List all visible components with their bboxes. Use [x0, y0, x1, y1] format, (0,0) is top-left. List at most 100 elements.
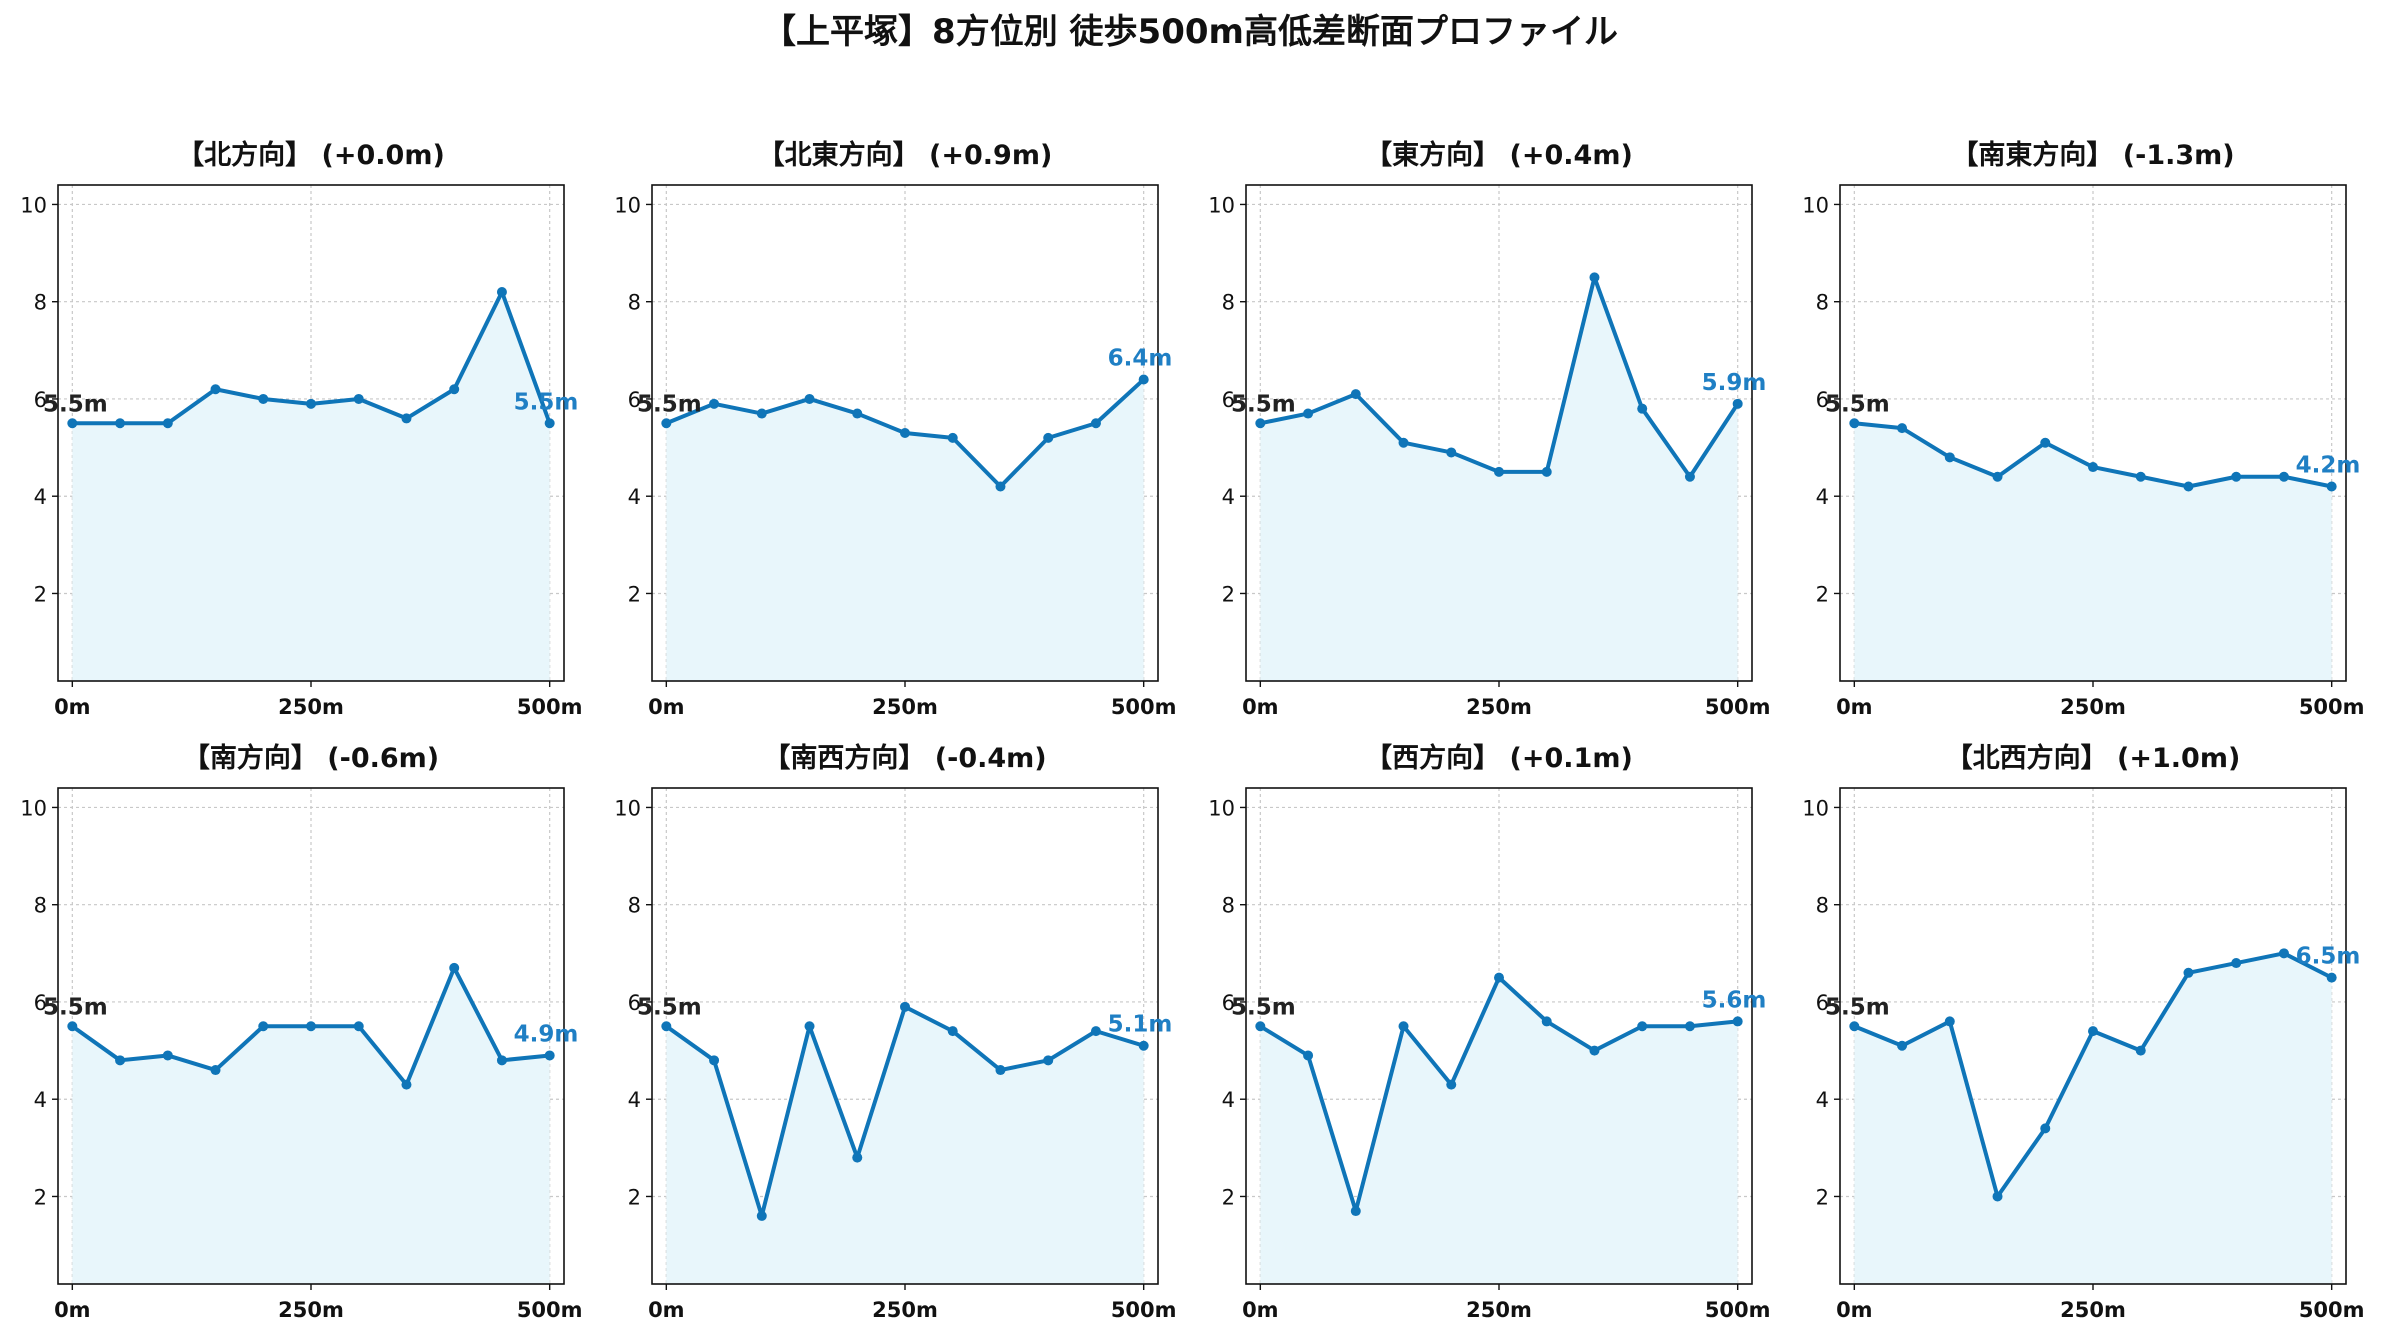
y-tick-label: 10 [614, 193, 641, 217]
data-point [995, 1065, 1006, 1076]
start-elevation-label: 5.5m [1825, 994, 1890, 1020]
y-tick-label: 2 [34, 582, 47, 606]
x-tick-label: 250m [1466, 695, 1532, 719]
y-tick-label: 8 [1816, 291, 1829, 315]
x-tick-label: 0m [1242, 695, 1279, 719]
x-tick-label: 500m [1705, 1298, 1771, 1322]
end-elevation-label: 4.2m [2296, 452, 2361, 478]
data-point [1494, 972, 1504, 983]
y-tick-label: 6 [1222, 388, 1235, 412]
x-tick-label: 0m [648, 1298, 685, 1322]
data-point [2183, 967, 2194, 978]
y-tick-label: 8 [628, 894, 641, 918]
data-point [900, 1001, 910, 1012]
data-point [496, 286, 507, 297]
data-point [1398, 1021, 1409, 1032]
data-point [544, 1050, 555, 1061]
data-point [1732, 1016, 1743, 1027]
end-elevation-label: 5.5m [514, 389, 579, 415]
y-tick-label: 4 [34, 1088, 47, 1112]
data-point [661, 1021, 672, 1032]
start-elevation-label: 5.5m [637, 994, 702, 1020]
y-tick-label: 2 [1816, 582, 1829, 606]
data-point [2135, 471, 2146, 482]
y-tick-label: 10 [614, 796, 641, 820]
x-tick-label: 0m [648, 695, 685, 719]
y-tick-label: 8 [1816, 894, 1829, 918]
data-point [1350, 1206, 1361, 1217]
data-point [401, 1079, 412, 1090]
data-point [258, 393, 269, 404]
data-point [258, 1021, 269, 1032]
area-fill [1854, 423, 2332, 681]
data-point [1992, 1191, 2003, 1202]
chart-panel: 【東方向】 (+0.4m) 2 4 6 8 10 0m 250m 500m 5.5m 5.9m [1208, 139, 1770, 719]
data-point [1897, 1040, 1908, 1051]
chart-panel: 【北方向】 (+0.0m) 2 4 6 8 10 0m 250m 500m 5.5m 5.5m [20, 139, 582, 719]
data-point [1732, 398, 1743, 409]
area-fill [1854, 953, 2332, 1284]
y-tick-label: 8 [34, 894, 47, 918]
end-elevation-label: 6.5m [2296, 944, 2361, 970]
y-tick-label: 8 [1222, 894, 1235, 918]
data-point [544, 418, 555, 429]
data-point [210, 1065, 221, 1076]
y-tick-label: 4 [628, 1088, 641, 1112]
y-tick-label: 2 [1222, 1185, 1235, 1209]
start-elevation-label: 5.5m [43, 391, 108, 417]
data-point [2278, 471, 2289, 482]
y-tick-label: 8 [34, 291, 47, 315]
data-point [115, 418, 126, 429]
data-point [162, 418, 173, 429]
data-point [210, 384, 221, 395]
data-point [1043, 432, 1054, 443]
data-point [852, 408, 863, 419]
data-point [804, 1021, 815, 1032]
y-tick-label: 8 [1222, 291, 1235, 315]
data-point [1090, 418, 1101, 429]
y-tick-label: 6 [1222, 991, 1235, 1015]
x-tick-label: 500m [1111, 695, 1177, 719]
data-point [401, 413, 412, 424]
x-tick-label: 0m [1242, 1298, 1279, 1322]
chart-panel: 【南方向】 (-0.6m) 2 4 6 8 10 0m 250m 500m 5.5m 4.9m [20, 742, 582, 1322]
y-tick-label: 6 [628, 991, 641, 1015]
area-fill [666, 1006, 1144, 1284]
data-point [1303, 408, 1314, 419]
data-point [306, 1021, 316, 1032]
area-fill [72, 291, 550, 681]
y-tick-label: 4 [1222, 485, 1235, 509]
data-point [1897, 423, 1908, 434]
x-tick-label: 500m [517, 695, 583, 719]
y-tick-label: 6 [34, 388, 47, 412]
data-point [353, 393, 364, 404]
x-tick-label: 500m [1705, 695, 1771, 719]
x-tick-label: 0m [54, 1298, 91, 1322]
data-point [1637, 1021, 1648, 1032]
x-tick-label: 500m [2299, 1298, 2365, 1322]
end-elevation-label: 5.9m [1702, 370, 1767, 396]
x-tick-label: 250m [872, 695, 938, 719]
y-tick-label: 4 [34, 485, 47, 509]
data-point [2183, 481, 2194, 492]
y-tick-label: 2 [628, 582, 641, 606]
start-elevation-label: 5.5m [637, 391, 702, 417]
data-point [804, 393, 815, 404]
data-point [2135, 1045, 2146, 1056]
x-tick-label: 250m [2060, 695, 2126, 719]
y-tick-label: 2 [1222, 582, 1235, 606]
start-elevation-label: 5.5m [1231, 994, 1296, 1020]
chart-panel: 【西方向】 (+0.1m) 2 4 6 8 10 0m 250m 500m 5.5m 5.6m [1208, 742, 1770, 1322]
data-point [2231, 471, 2242, 482]
data-point [1944, 1016, 1955, 1027]
end-elevation-label: 5.1m [1108, 1012, 1173, 1038]
y-tick-label: 10 [1802, 193, 1829, 217]
data-point [1446, 447, 1457, 458]
area-fill [1260, 977, 1738, 1284]
data-point [2326, 481, 2337, 492]
data-point [1090, 1026, 1101, 1037]
data-point [1541, 1016, 1552, 1027]
area-fill [666, 379, 1144, 681]
data-point [1849, 418, 1860, 429]
